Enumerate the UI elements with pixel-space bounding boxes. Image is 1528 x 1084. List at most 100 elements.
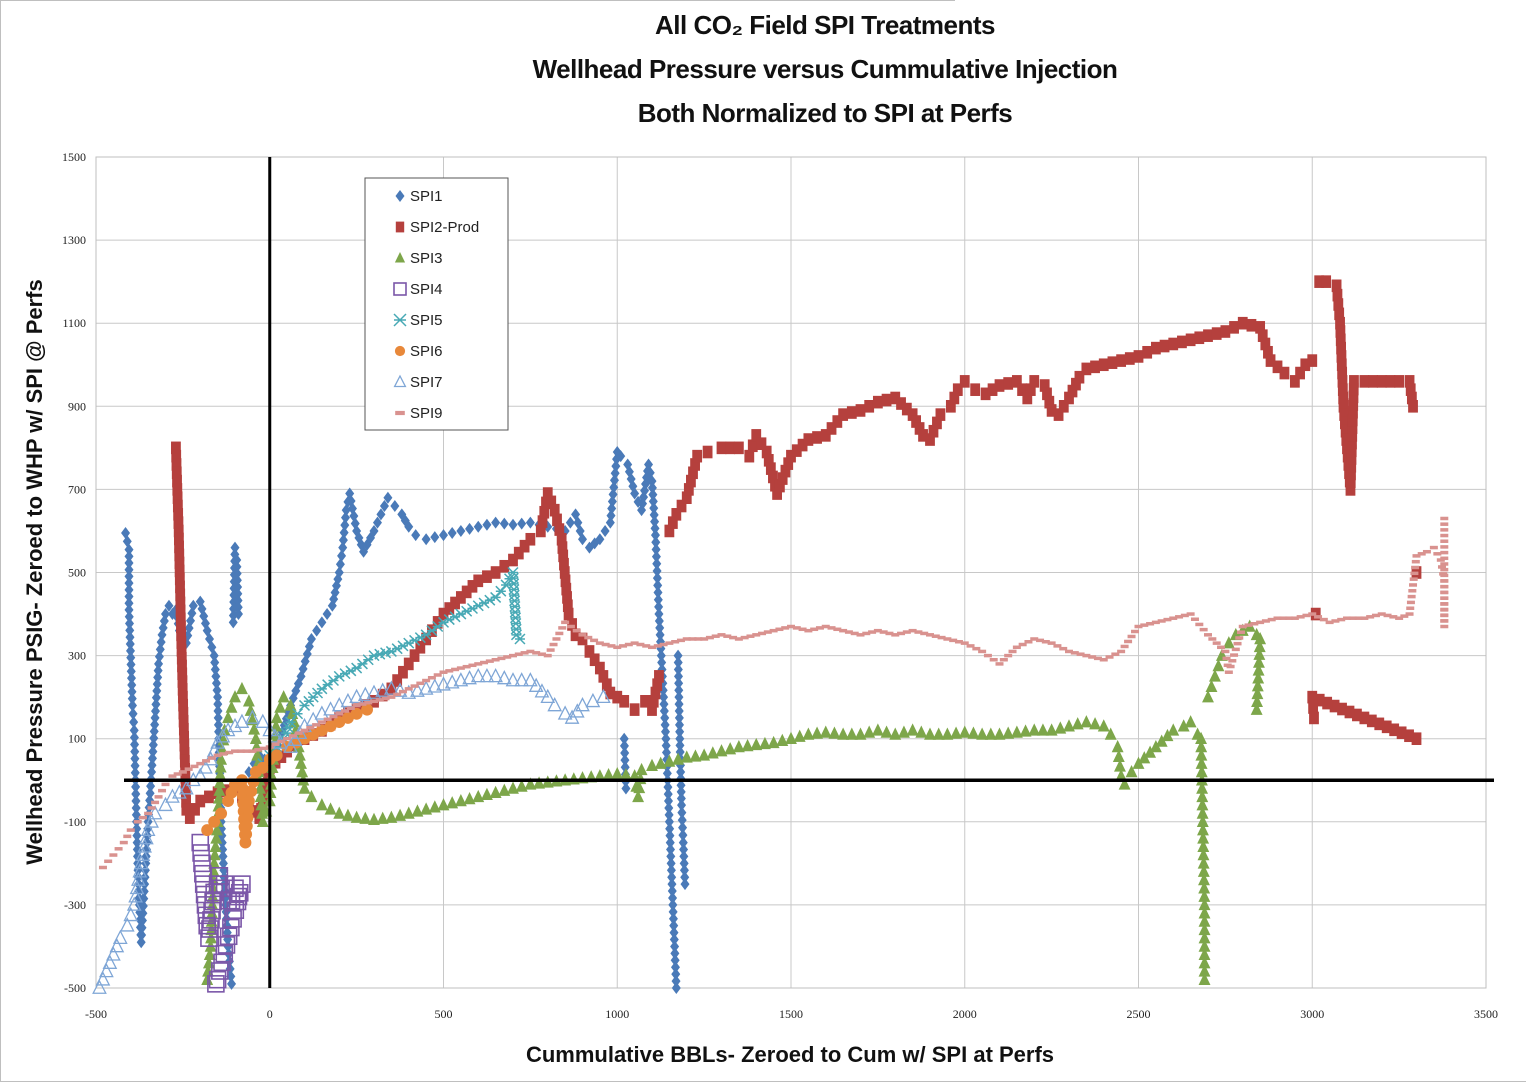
legend-item-SPI6: SPI6	[394, 343, 443, 360]
data-point	[207, 975, 225, 993]
data-point	[467, 580, 478, 593]
x-tick-label: 500	[435, 1007, 453, 1021]
legend-marker	[393, 282, 407, 296]
data-point	[1302, 613, 1311, 618]
data-point	[1308, 612, 1317, 616]
data-point	[267, 728, 283, 743]
data-point	[1340, 416, 1350, 430]
data-point	[821, 624, 830, 629]
data-point	[1217, 645, 1226, 650]
data-point	[669, 926, 679, 939]
data-point	[1155, 734, 1168, 747]
data-point	[791, 444, 802, 457]
data-point	[312, 624, 322, 637]
data-point	[127, 699, 137, 712]
data-point	[292, 708, 304, 720]
data-point	[251, 748, 264, 761]
data-point	[669, 919, 679, 932]
legend-marker	[395, 221, 405, 233]
data-point	[404, 687, 413, 691]
data-point	[1272, 360, 1283, 374]
data-point	[624, 642, 633, 647]
data-point	[126, 665, 136, 678]
data-point	[1194, 331, 1205, 345]
data-point	[554, 523, 565, 536]
legend-label: SPI3	[410, 250, 443, 267]
data-point	[1146, 621, 1155, 626]
data-point	[1161, 728, 1174, 742]
data-point	[191, 833, 210, 852]
data-point	[124, 603, 134, 616]
data-point	[566, 624, 575, 629]
data-point	[1348, 382, 1359, 396]
data-point	[1054, 721, 1067, 734]
data-point	[1440, 613, 1449, 617]
data-point	[427, 676, 436, 680]
data-point	[277, 690, 290, 703]
data-point	[557, 541, 568, 554]
data-point	[1257, 329, 1268, 342]
data-point	[174, 540, 184, 554]
data-point	[863, 725, 876, 738]
data-point	[1197, 856, 1210, 869]
data-point	[1195, 764, 1208, 778]
data-point	[403, 657, 414, 671]
data-point	[781, 626, 790, 630]
data-point	[127, 685, 137, 698]
data-point	[1025, 383, 1036, 396]
data-point	[1185, 333, 1196, 347]
data-point	[148, 738, 158, 751]
data-point	[775, 627, 784, 632]
data-point	[1374, 717, 1385, 731]
data-point	[323, 717, 332, 722]
data-point	[1433, 552, 1442, 556]
data-point	[133, 820, 142, 824]
data-point	[694, 637, 703, 641]
data-point	[1124, 639, 1133, 644]
data-point	[665, 829, 675, 842]
data-point	[1195, 756, 1208, 769]
data-point	[650, 522, 660, 535]
data-point	[123, 834, 132, 839]
data-point	[1167, 723, 1180, 736]
data-point	[1289, 375, 1300, 388]
data-point	[1198, 972, 1211, 985]
data-point	[1089, 717, 1102, 730]
data-point	[146, 780, 156, 793]
data-point	[513, 546, 524, 560]
data-point	[473, 574, 484, 588]
data-point	[1202, 690, 1214, 703]
data-point	[1244, 623, 1253, 627]
data-point	[1117, 649, 1126, 654]
data-point	[706, 746, 719, 759]
data-point	[173, 508, 184, 521]
data-point	[659, 642, 668, 647]
data-point	[213, 753, 222, 758]
data-point	[647, 703, 657, 716]
data-point	[1381, 720, 1392, 734]
data-point	[674, 711, 684, 724]
data-point	[102, 954, 118, 969]
series-SPI3	[201, 619, 1267, 985]
data-point	[666, 864, 676, 877]
data-point	[1279, 616, 1288, 620]
data-point	[1411, 732, 1422, 745]
data-point	[602, 768, 615, 781]
data-point	[1198, 889, 1211, 902]
chart-title-line-1: All CO₂ Field SPI Treatments	[655, 10, 995, 40]
data-point	[285, 716, 297, 728]
data-point	[432, 616, 443, 629]
data-point	[438, 607, 449, 621]
data-point	[228, 616, 238, 629]
data-point	[254, 789, 267, 803]
data-point	[124, 557, 134, 570]
data-point	[1347, 413, 1358, 427]
data-point	[215, 752, 228, 765]
data-point	[855, 404, 866, 417]
data-point	[1045, 723, 1058, 736]
data-point	[1335, 316, 1345, 330]
data-point	[724, 742, 737, 755]
data-point	[1360, 616, 1369, 620]
data-point	[283, 738, 298, 753]
data-point	[233, 581, 243, 594]
